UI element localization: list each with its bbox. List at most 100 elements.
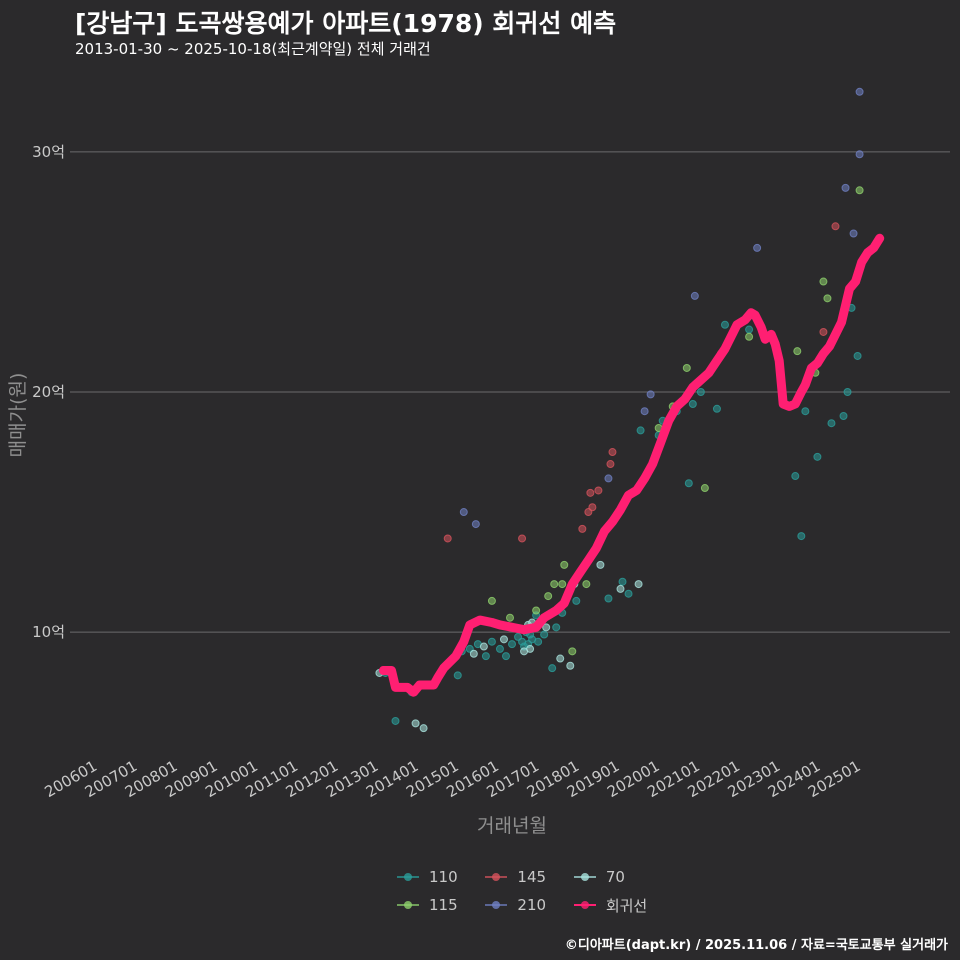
legend-label: 110 [429,868,458,886]
data-point [797,532,806,541]
x-axis-label: 거래년월 [477,815,547,837]
data-point [578,524,587,533]
data-point [495,644,504,653]
data-point [548,664,557,673]
data-point [831,222,840,231]
legend-label: 회귀선 [605,896,648,915]
data-point [487,596,496,605]
data-point [481,652,490,661]
regression-line-layer [378,233,885,697]
data-point [618,577,627,586]
data-point [534,637,543,646]
data-point [712,404,721,413]
data-point [586,488,595,497]
source-caption: ©디아파트(dapt.kr) / 2025.11.06 / 자료=국토교통부 실… [564,938,948,953]
legend-item-115: 115 [395,894,465,916]
data-point [544,592,553,601]
data-point [568,647,577,656]
data-point [839,412,848,420]
x-tick-labels: 2006012007012008012009012010012011012012… [42,757,864,801]
data-point [499,635,508,644]
data-point [819,277,828,286]
data-point [696,387,705,396]
data-point [506,613,514,622]
data-point [646,390,655,399]
data-point [855,150,864,159]
data-point [604,594,613,603]
y-tick-label: 10억 [32,623,65,641]
y-tick-labels: 10억 20억 30억 [32,143,65,641]
data-point [604,474,613,483]
data-point [479,642,488,651]
y-tick-label: 30억 [32,143,65,161]
data-point [552,623,561,632]
data-point [745,325,754,334]
legend-label: 70 [605,868,625,886]
data-point [526,644,535,653]
data-point [532,606,541,615]
data-point [624,589,633,598]
data-point [508,640,517,649]
data-point [700,484,709,493]
data-point [855,186,864,195]
data-point [688,399,697,408]
data-point [841,183,850,192]
data-point [793,347,802,356]
series-115 [487,186,864,656]
legend-item-회귀선: 회귀선 [572,894,655,916]
data-point [636,426,645,435]
data-point [823,294,832,303]
data-point [566,661,575,670]
data-point [827,419,836,428]
legend-label: 115 [429,896,458,914]
regression-line [378,233,885,697]
page-subtitle: 2013-01-30 ~ 2025-10-18(최근계약일) 전체 거래건 [75,40,431,58]
data-point [518,534,527,543]
y-axis-label: 매매가(원) [7,373,29,458]
data-point [391,716,400,725]
data-point [608,448,617,457]
data-point [453,671,462,680]
chart-legend: 110 145 70 115 210 회귀선 [395,866,655,916]
data-point [594,486,603,495]
data-point [487,637,496,646]
data-point [853,351,862,360]
legend-key-icon [483,866,509,888]
data-point [684,479,693,488]
legend-key-icon [572,894,598,916]
data-point [501,652,510,661]
data-point [471,520,480,529]
legend-key-icon [483,894,509,916]
data-point [556,654,565,663]
legend-key-icon [572,866,598,888]
data-point [560,560,569,569]
y-tick-label: 20억 [32,383,65,401]
legend-key-icon [395,866,421,888]
data-point [540,630,549,639]
grid-lines [70,151,950,633]
data-point [745,332,754,341]
data-point [469,649,478,658]
data-point [443,534,452,543]
data-point [801,407,810,416]
data-point [720,320,729,329]
data-point [588,503,597,512]
data-point [855,87,864,96]
data-point [572,596,581,605]
data-point [682,363,691,372]
data-point [634,580,643,589]
data-point [419,724,428,733]
legend-label: 145 [517,868,547,886]
data-point [753,243,762,252]
data-point [459,508,468,517]
data-point [558,580,567,589]
data-point [690,291,699,300]
legend-item-210: 210 [483,894,553,916]
legend-item-70: 70 [572,866,655,888]
series-210 [459,87,864,529]
legend-item-145: 145 [483,866,553,888]
data-point [813,452,822,461]
data-point [606,460,615,469]
data-point [819,327,828,336]
